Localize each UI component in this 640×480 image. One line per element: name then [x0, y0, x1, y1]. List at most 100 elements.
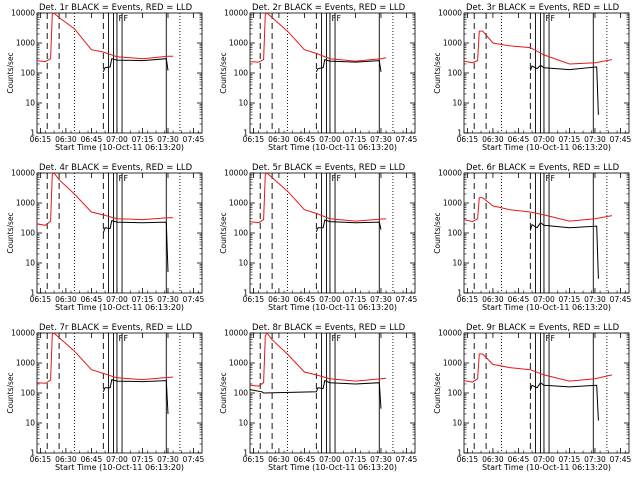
x-axis-label: Start Time (10-Oct-11 06:13:20): [268, 303, 397, 312]
x-tick-label: 06:45: [294, 135, 316, 144]
x-tick-label: 06:45: [508, 295, 530, 304]
plot-frame: [249, 12, 416, 134]
marker-label: F: [337, 14, 342, 23]
x-tick-label: 06:15: [30, 295, 52, 304]
y-axis-label: Counts/sec: [433, 212, 442, 253]
x-tick-label: 07:30: [157, 135, 179, 144]
x-tick-label: 06:45: [81, 295, 103, 304]
y-axis-label: Counts/sec: [6, 372, 15, 413]
x-tick-label: 07:15: [132, 295, 154, 304]
x-tick-label: 07:30: [157, 295, 179, 304]
marker-label: F: [118, 14, 123, 23]
y-tick-label: 100: [21, 229, 36, 238]
x-axis-label: Start Time (10-Oct-11 06:13:20): [482, 143, 611, 152]
y-tick-label: 100: [234, 69, 249, 78]
plot-frame: [36, 172, 203, 294]
x-axis-label: Start Time (10-Oct-11 06:13:20): [55, 143, 184, 152]
lld-trace: [249, 172, 387, 224]
y-tick-label: 10: [238, 99, 248, 108]
x-tick-label: 06:45: [81, 135, 103, 144]
panel-7: Det. 7r BLACK = Events, RED = LLD 1 10 100 1…: [6, 323, 205, 472]
marker-label: F: [337, 334, 342, 343]
y-tick-label: 1000: [443, 199, 462, 208]
x-tick-label: 06:45: [81, 455, 103, 464]
panel-title: Det. 1r BLACK = Events, RED = LLD: [39, 3, 193, 13]
y-tick-label: 1000: [443, 39, 462, 48]
x-tick-label: 07:15: [345, 295, 367, 304]
x-tick-label: 07:00: [106, 455, 128, 464]
x-tick-label: 07:45: [396, 295, 418, 304]
marker-label: F: [331, 334, 336, 343]
x-tick-label: 06:45: [508, 135, 530, 144]
y-axis-label: Counts/sec: [219, 372, 228, 413]
panel-title: Det. 6r BLACK = Events, RED = LLD: [466, 163, 620, 173]
plot-frame: [463, 172, 630, 294]
panel-6: Det. 6r BLACK = Events, RED = LLD 1 10 100 1…: [433, 163, 632, 312]
x-tick-label: 07:30: [584, 295, 606, 304]
x-axis-label: Start Time (10-Oct-11 06:13:20): [268, 463, 397, 472]
y-tick-label: 10: [452, 259, 462, 268]
x-tick-label: 06:30: [268, 295, 290, 304]
lld-trace: [36, 12, 174, 63]
x-tick-label: 06:15: [457, 455, 479, 464]
x-tick-label: 06:30: [268, 455, 290, 464]
y-tick-label: 100: [234, 389, 249, 398]
x-axis-label: Start Time (10-Oct-11 06:13:20): [55, 303, 184, 312]
lld-trace: [36, 332, 174, 384]
panel-title: Det. 9r BLACK = Events, RED = LLD: [466, 323, 620, 333]
events-trace: [315, 58, 382, 73]
panel-title: Det. 4r BLACK = Events, RED = LLD: [39, 163, 193, 173]
events-trace: [102, 378, 169, 415]
x-tick-label: 06:15: [457, 135, 479, 144]
events-trace: [249, 379, 382, 409]
panel-4: Det. 4r BLACK = Events, RED = LLD 1 10 100 1…: [6, 163, 205, 312]
marker-label: F: [551, 14, 556, 23]
panel-1: Det. 1r BLACK = Events, RED = LLD 1 10 100 1…: [6, 3, 205, 152]
marker-label: F: [337, 174, 342, 183]
x-tick-label: 06:30: [482, 295, 504, 304]
y-tick-label: 10000: [224, 329, 248, 338]
x-tick-label: 06:15: [30, 455, 52, 464]
y-tick-label: 10: [25, 99, 35, 108]
x-tick-label: 07:45: [610, 135, 632, 144]
marker-label: F: [551, 174, 556, 183]
y-tick-label: 100: [448, 389, 463, 398]
y-tick-label: 100: [234, 229, 249, 238]
x-tick-label: 06:15: [30, 135, 52, 144]
y-axis-label: Counts/sec: [433, 52, 442, 93]
y-tick-label: 100: [21, 389, 36, 398]
x-tick-label: 06:15: [457, 295, 479, 304]
x-tick-label: 07:00: [319, 295, 341, 304]
y-tick-label: 1: [30, 449, 35, 458]
y-tick-label: 1: [30, 289, 35, 298]
y-tick-label: 1: [243, 129, 248, 138]
y-axis-label: Counts/sec: [6, 52, 15, 93]
x-tick-label: 07:30: [370, 455, 392, 464]
y-tick-label: 100: [448, 229, 463, 238]
panel-3: Det. 3r BLACK = Events, RED = LLD 1 10 100 1…: [433, 3, 632, 152]
x-tick-label: 07:15: [559, 135, 581, 144]
x-tick-label: 07:45: [396, 135, 418, 144]
x-tick-label: 07:30: [370, 135, 392, 144]
x-tick-label: 07:00: [533, 295, 555, 304]
y-tick-label: 1000: [16, 39, 35, 48]
y-tick-label: 10000: [11, 9, 35, 18]
panel-title: Det. 7r BLACK = Events, RED = LLD: [39, 323, 193, 333]
x-axis-label: Start Time (10-Oct-11 06:13:20): [55, 463, 184, 472]
x-tick-label: 07:15: [559, 295, 581, 304]
plot-frame: [36, 332, 203, 454]
x-axis-label: Start Time (10-Oct-11 06:13:20): [482, 303, 611, 312]
plot-frame: [463, 12, 630, 134]
plot-frame: [463, 332, 630, 454]
events-trace: [529, 381, 599, 421]
marker-label: F: [118, 174, 123, 183]
marker-label: F: [545, 174, 550, 183]
y-tick-label: 10: [452, 419, 462, 428]
y-axis-label: Counts/sec: [219, 52, 228, 93]
x-tick-label: 07:30: [370, 295, 392, 304]
x-tick-label: 06:30: [55, 295, 77, 304]
x-tick-label: 06:45: [508, 455, 530, 464]
marker-label: F: [118, 334, 123, 343]
y-tick-label: 1000: [443, 359, 462, 368]
